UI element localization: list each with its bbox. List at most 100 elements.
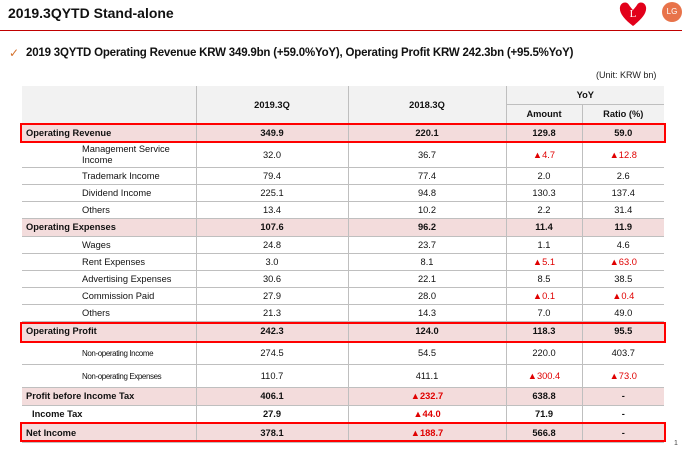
value-ratio: - bbox=[581, 387, 665, 406]
unit-label: (Unit: KRW bn) bbox=[596, 70, 657, 80]
value-2018: 36.7 bbox=[347, 142, 506, 168]
value-2019: 349.9 bbox=[195, 124, 348, 143]
value-ratio: 95.5 bbox=[581, 321, 665, 342]
value-2018: 23.7 bbox=[347, 236, 506, 254]
header-yoy: YoY bbox=[505, 86, 665, 106]
row-label: Others bbox=[22, 201, 196, 219]
lg-logo-icon: LG bbox=[662, 2, 682, 22]
value-2019: 24.8 bbox=[195, 236, 348, 254]
value-2018: 96.2 bbox=[347, 218, 506, 237]
value-ratio: - bbox=[581, 405, 665, 424]
value-2018: 94.8 bbox=[347, 184, 506, 202]
value-2019: 21.3 bbox=[195, 304, 348, 322]
table-row: Rent Expenses 3.0 8.1 ▲5.1 ▲63.0 bbox=[22, 253, 665, 271]
row-label: Operating Revenue bbox=[22, 124, 196, 143]
value-amount: 2.2 bbox=[505, 201, 582, 219]
table-row: Non-operating Expenses 110.7 411.1 ▲300.4 ▲7… bbox=[22, 364, 665, 388]
table-row: Wages 24.8 23.7 1.1 4.6 bbox=[22, 236, 665, 254]
value-ratio: ▲12.8 bbox=[581, 142, 665, 168]
value-2019: 79.4 bbox=[195, 167, 348, 185]
value-ratio: 38.5 bbox=[581, 270, 665, 288]
headline: 2019 3QYTD Operating Revenue KRW 349.9bn… bbox=[26, 47, 574, 59]
table-row: Management Service Income 32.0 36.7 ▲4.7 ▲12… bbox=[22, 142, 665, 168]
value-2018: 124.0 bbox=[347, 321, 506, 342]
row-label: Advertising Expenses bbox=[22, 270, 196, 288]
table-row: Trademark Income 79.4 77.4 2.0 2.6 bbox=[22, 167, 665, 185]
value-2018: ▲188.7 bbox=[347, 423, 506, 443]
header-ratio: Ratio (%) bbox=[581, 104, 665, 125]
value-amount: ▲300.4 bbox=[505, 364, 582, 388]
value-2018: ▲232.7 bbox=[347, 387, 506, 406]
value-2019: 3.0 bbox=[195, 253, 348, 271]
value-ratio: ▲0.4 bbox=[581, 287, 665, 305]
value-amount: 7.0 bbox=[505, 304, 582, 322]
value-2018: ▲44.0 bbox=[347, 405, 506, 424]
value-amount: 566.8 bbox=[505, 423, 582, 443]
value-ratio: 31.4 bbox=[581, 201, 665, 219]
value-ratio: ▲73.0 bbox=[581, 364, 665, 388]
value-2019: 27.9 bbox=[195, 405, 348, 424]
row-label: Non-operating Expenses bbox=[22, 364, 196, 388]
value-2018: 8.1 bbox=[347, 253, 506, 271]
page-title: 2019.3QYTD Stand-alone bbox=[8, 5, 174, 21]
value-2018: 22.1 bbox=[347, 270, 506, 288]
value-2019: 110.7 bbox=[195, 364, 348, 388]
table-row: Operating Revenue 349.9 220.1 129.8 59.0 bbox=[22, 124, 665, 143]
value-ratio: 137.4 bbox=[581, 184, 665, 202]
row-label: Others bbox=[22, 304, 196, 322]
row-label: Management Service Income bbox=[22, 142, 196, 168]
table-row: Profit before Income Tax 406.1 ▲232.7 638.8… bbox=[22, 387, 665, 406]
row-label: Rent Expenses bbox=[22, 253, 196, 271]
table-row: Income Tax 27.9 ▲44.0 71.9- bbox=[22, 405, 665, 424]
row-label: Dividend Income bbox=[22, 184, 196, 202]
table-row: Others 21.3 14.3 7.0 49.0 bbox=[22, 304, 665, 322]
value-ratio: 49.0 bbox=[581, 304, 665, 322]
value-amount: 118.3 bbox=[505, 321, 582, 342]
value-2019: 107.6 bbox=[195, 218, 348, 237]
value-2019: 242.3 bbox=[195, 321, 348, 342]
value-2018: 411.1 bbox=[347, 364, 506, 388]
value-2019: 274.5 bbox=[195, 341, 348, 365]
value-2019: 30.6 bbox=[195, 270, 348, 288]
table-row: Others 13.4 10.2 2.2 31.4 bbox=[22, 201, 665, 219]
row-label: Operating Expenses bbox=[22, 218, 196, 237]
value-amount: 11.4 bbox=[505, 218, 582, 237]
value-amount: ▲4.7 bbox=[505, 142, 582, 168]
table-body: Operating Revenue 349.9 220.1 129.8 59.0 Mana… bbox=[22, 124, 665, 443]
page-number: 1 bbox=[674, 440, 678, 447]
title-divider bbox=[0, 30, 682, 31]
value-ratio: 4.6 bbox=[581, 236, 665, 254]
table-row: Commission Paid 27.9 28.0 ▲0.1 ▲0.4 bbox=[22, 287, 665, 305]
header-item bbox=[22, 86, 196, 125]
header-2019: 2019.3Q bbox=[195, 86, 348, 125]
value-2019: 27.9 bbox=[195, 287, 348, 305]
value-amount: 129.8 bbox=[505, 124, 582, 143]
row-label: Trademark Income bbox=[22, 167, 196, 185]
row-label: Operating Profit bbox=[22, 321, 196, 342]
value-amount: 71.9 bbox=[505, 405, 582, 424]
row-label: Commission Paid bbox=[22, 287, 196, 305]
brand-logo-icon: L bbox=[619, 2, 647, 27]
table-row: Operating Profit 242.3 124.0 118.3 95.5 bbox=[22, 321, 665, 342]
value-2018: 10.2 bbox=[347, 201, 506, 219]
brand-logo-text: L bbox=[630, 8, 637, 20]
table-row: Dividend Income 225.1 94.8 130.3 137.4 bbox=[22, 184, 665, 202]
value-ratio: 403.7 bbox=[581, 341, 665, 365]
value-amount: 130.3 bbox=[505, 184, 582, 202]
value-ratio: ▲63.0 bbox=[581, 253, 665, 271]
row-label: Non-operating Income bbox=[22, 341, 196, 365]
value-2018: 14.3 bbox=[347, 304, 506, 322]
value-2019: 378.1 bbox=[195, 423, 348, 443]
row-label: Profit before Income Tax bbox=[22, 387, 196, 406]
value-amount: ▲5.1 bbox=[505, 253, 582, 271]
value-amount: 8.5 bbox=[505, 270, 582, 288]
checkmark-icon: ✓ bbox=[9, 46, 20, 60]
header-2018: 2018.3Q bbox=[347, 86, 506, 125]
value-amount: 638.8 bbox=[505, 387, 582, 406]
value-2018: 54.5 bbox=[347, 341, 506, 365]
value-2019: 225.1 bbox=[195, 184, 348, 202]
value-ratio: 11.9 bbox=[581, 218, 665, 237]
value-2018: 77.4 bbox=[347, 167, 506, 185]
value-amount: 2.0 bbox=[505, 167, 582, 185]
value-amount: ▲0.1 bbox=[505, 287, 582, 305]
